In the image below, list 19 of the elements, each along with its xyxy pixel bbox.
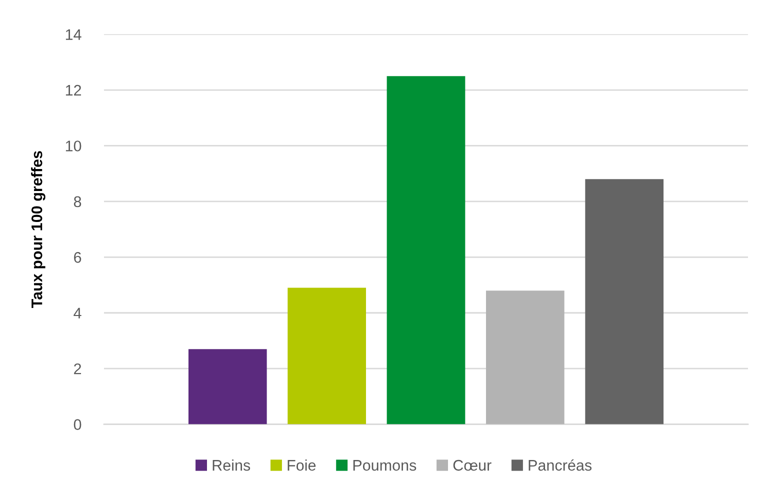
legend-label: Reins — [212, 460, 250, 471]
legend-label: Poumons — [353, 460, 416, 471]
y-tick-label: 12 — [66, 84, 82, 96]
y-axis-title: Taux pour 100 greffes — [31, 151, 46, 308]
y-tick-label: 4 — [74, 308, 82, 318]
bar — [188, 349, 267, 424]
y-tick-label: 8 — [74, 196, 82, 208]
legend-label: Foie — [288, 460, 316, 471]
bar — [386, 76, 466, 424]
legend-label: Pancréas — [528, 459, 592, 471]
legend-label: Cœur — [453, 460, 492, 471]
y-tick-label: 2 — [74, 363, 82, 374]
y-tick-label: 10 — [66, 140, 82, 152]
bar — [486, 290, 564, 424]
bar — [585, 179, 664, 424]
bar — [288, 288, 366, 424]
y-tick-label: 0 — [74, 419, 82, 430]
y-tick-label: 14 — [66, 29, 82, 40]
y-tick-label: 6 — [74, 252, 82, 263]
